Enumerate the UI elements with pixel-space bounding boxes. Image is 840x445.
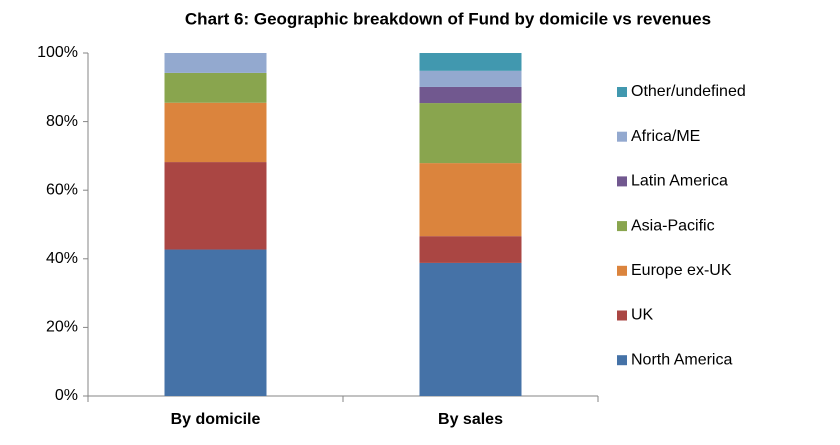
legend-swatch xyxy=(617,355,627,366)
legend-label: Latin America xyxy=(631,173,728,190)
y-tick-label: 100% xyxy=(37,44,78,61)
legend-swatch xyxy=(617,87,627,97)
legend-label: UK xyxy=(631,307,654,324)
bar-segment xyxy=(164,72,267,103)
legend-label: Europe ex-UK xyxy=(631,262,732,279)
y-tick-label: 40% xyxy=(46,250,78,267)
bar-segment xyxy=(164,249,267,396)
y-tick-label: 20% xyxy=(46,319,78,336)
legend-label: Africa/ME xyxy=(631,128,700,145)
y-tick-label: 80% xyxy=(46,113,78,130)
bar-segment xyxy=(419,103,522,164)
legend-swatch xyxy=(617,310,627,321)
bar-segment xyxy=(164,102,267,163)
y-tick-label: 0% xyxy=(55,387,78,404)
legend-swatch xyxy=(617,176,627,187)
x-tick-label: By domicile xyxy=(171,411,261,428)
legend-label: Other/undefined xyxy=(631,83,746,100)
bar-segment xyxy=(419,86,522,104)
bar-segment xyxy=(164,53,267,73)
legend-label: North America xyxy=(631,351,732,368)
legend-swatch xyxy=(617,221,627,232)
legend-swatch xyxy=(617,265,627,276)
bar-segment xyxy=(419,53,522,71)
x-tick-label: By sales xyxy=(438,411,503,428)
y-tick-label: 60% xyxy=(46,181,78,198)
bar-segment xyxy=(419,262,522,396)
bar-segment xyxy=(419,236,522,263)
bar-segment xyxy=(419,163,522,237)
bar-segment xyxy=(419,70,522,87)
chart-title: Chart 6: Geographic breakdown of Fund by… xyxy=(185,9,711,28)
legend-label: Asia-Pacific xyxy=(631,217,715,234)
bar-segment xyxy=(164,162,267,250)
legend-swatch xyxy=(617,131,627,142)
